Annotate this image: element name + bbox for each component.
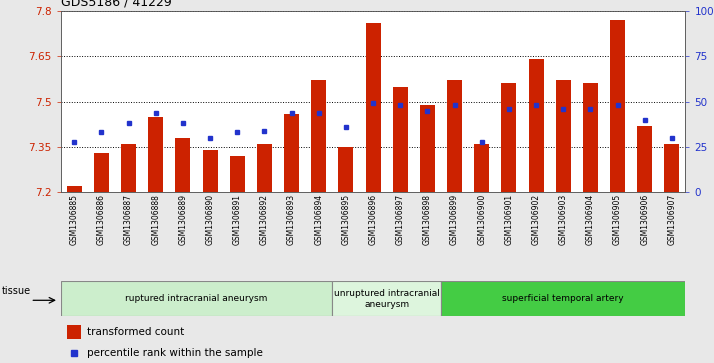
Bar [501,83,516,192]
Bar [67,325,81,339]
Bar [121,144,136,192]
Bar [447,81,462,192]
Bar [176,138,191,192]
Bar [393,86,408,192]
Bar [665,144,679,192]
Bar [284,114,299,192]
Bar [203,150,218,192]
Bar [257,144,272,192]
Text: GDS5186 / 41229: GDS5186 / 41229 [61,0,171,8]
Bar [610,20,625,192]
Bar [149,117,164,192]
Text: superficial temporal artery: superficial temporal artery [503,294,624,303]
Text: transformed count: transformed count [87,327,184,337]
Bar [637,126,652,192]
Bar [528,59,543,192]
Bar [311,81,326,192]
Bar [474,144,489,192]
Text: percentile rank within the sample: percentile rank within the sample [87,348,263,358]
Bar [555,81,570,192]
Bar [61,281,332,316]
Bar [67,186,81,192]
Bar [94,153,109,192]
Bar [420,105,435,192]
Bar [366,23,381,192]
Bar [583,83,598,192]
Text: unruptured intracranial
aneurysm: unruptured intracranial aneurysm [333,289,440,309]
Bar [230,156,245,192]
Bar [441,281,685,316]
Bar [338,147,353,192]
Text: tissue: tissue [2,286,31,296]
Bar [332,281,441,316]
Text: ruptured intracranial aneurysm: ruptured intracranial aneurysm [126,294,268,303]
